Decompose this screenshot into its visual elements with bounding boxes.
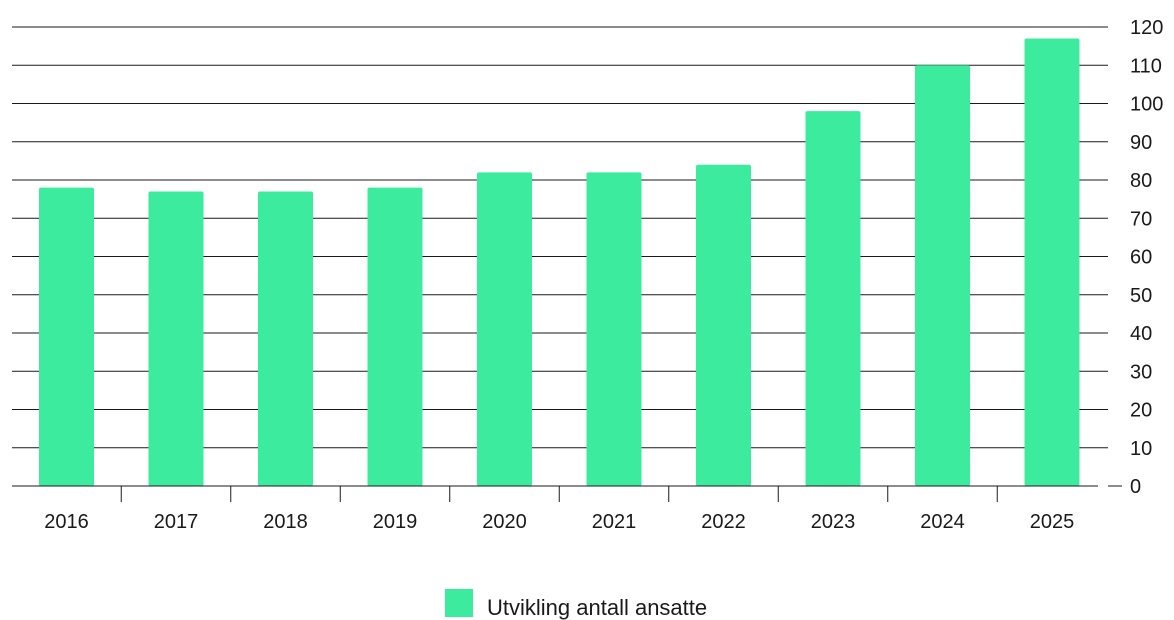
- x-tick-label: 2017: [154, 511, 199, 533]
- bar-2017: [148, 191, 204, 486]
- y-tick-label: 90: [1130, 132, 1152, 154]
- bar-2025: [1024, 38, 1080, 486]
- x-tick-label: 2023: [811, 511, 856, 533]
- bar-2020: [477, 172, 532, 486]
- y-tick-label: 60: [1130, 247, 1152, 269]
- x-axis: 2016 2017 2018 2019 2020 2021 2022 2023 2024 2025: [12, 485, 1098, 533]
- bar-2018: [258, 191, 313, 486]
- bar-chart: 2016 2017 2018 2019 2020 2021 2022 2023 2024 2025…: [12, 17, 1163, 533]
- x-tick-label: 2024: [920, 511, 965, 533]
- x-tick-label: 2021: [592, 511, 637, 533]
- bar-2016: [39, 187, 94, 486]
- bar-2023: [805, 111, 861, 487]
- y-tick-label: 100: [1130, 94, 1163, 116]
- bars: [39, 38, 1080, 487]
- y-tick-label: 30: [1130, 361, 1152, 383]
- x-tick-label: 2020: [482, 511, 527, 533]
- y-tick-label: 0: [1130, 476, 1141, 498]
- bar-2024: [915, 65, 970, 486]
- bar-2019: [367, 187, 423, 486]
- y-tick-label: 70: [1130, 208, 1152, 230]
- y-tick-label: 110: [1130, 55, 1162, 77]
- x-tick-label: 2025: [1030, 511, 1075, 533]
- y-tick-label: 20: [1130, 400, 1152, 422]
- y-tick-label: 80: [1130, 170, 1152, 192]
- y-tick-label: 120: [1130, 17, 1163, 39]
- y-axis: 0 10 20 30 40 50 60 70 80 90 100 110 120: [1108, 17, 1163, 498]
- x-tick-label: 2022: [701, 511, 746, 533]
- y-tick-label: 10: [1130, 438, 1152, 460]
- legend: Utvikling antall ansatte: [445, 589, 707, 619]
- legend-swatch: [445, 589, 473, 617]
- legend-label: Utvikling antall ansatte: [487, 595, 708, 620]
- x-tick-label: 2016: [44, 511, 89, 533]
- x-tick-label: 2018: [263, 511, 308, 533]
- x-tick-label: 2019: [373, 511, 418, 533]
- bar-2022: [696, 164, 751, 486]
- y-tick-label: 50: [1130, 285, 1152, 307]
- bar-2021: [586, 172, 642, 486]
- y-tick-label: 40: [1130, 323, 1152, 345]
